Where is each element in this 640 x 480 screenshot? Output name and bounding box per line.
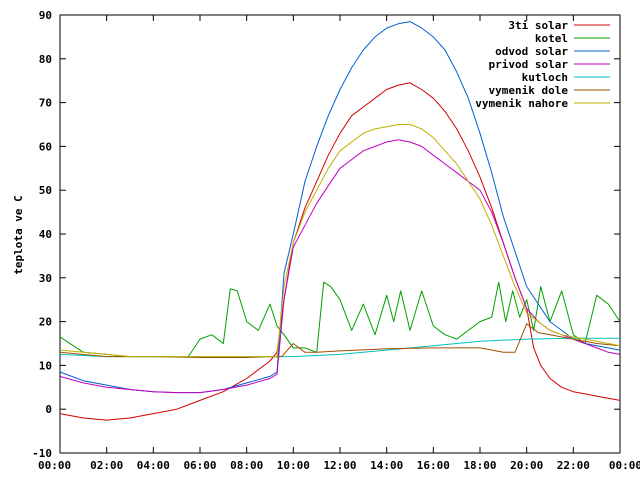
y-tick-label: 60 bbox=[39, 140, 52, 153]
legend-label: vymenik dole bbox=[489, 84, 569, 97]
x-axis: 00:00 02:00 04:00 06:00 08:00 10:00 12:00 14:00… bbox=[38, 15, 640, 472]
legend-label: kutloch bbox=[522, 71, 568, 84]
y-tick-label: 50 bbox=[39, 184, 52, 197]
y-tick-label: 70 bbox=[39, 97, 52, 110]
x-tick-label: 04:00 bbox=[137, 459, 170, 472]
x-tick-label: 10:00 bbox=[277, 459, 310, 472]
y-tick-label: 20 bbox=[39, 316, 52, 329]
y-tick-label: 10 bbox=[39, 359, 52, 372]
y-tick-label: 30 bbox=[39, 272, 52, 285]
y-tick-label: 0 bbox=[45, 403, 52, 416]
legend-label: vymenik nahore bbox=[475, 97, 568, 110]
x-tick-label: 12:00 bbox=[323, 459, 356, 472]
x-tick-label: 00:00 bbox=[609, 459, 640, 472]
legend-label: privod solar bbox=[489, 58, 569, 71]
series-line-vymenik-nahore bbox=[59, 124, 621, 358]
x-tick-label: 00:00 bbox=[38, 459, 71, 472]
y-tick-label: 40 bbox=[39, 228, 52, 241]
y-tick-label: 80 bbox=[39, 53, 52, 66]
x-tick-label: 22:00 bbox=[557, 459, 590, 472]
x-tick-label: 02:00 bbox=[90, 459, 123, 472]
legend-label: odvod solar bbox=[495, 45, 568, 58]
x-tick-label: 08:00 bbox=[230, 459, 263, 472]
series-line-vymenik-dole bbox=[59, 323, 621, 358]
legend-label: 3ti solar bbox=[508, 19, 568, 32]
x-tick-label: 16:00 bbox=[417, 459, 450, 472]
series-line-3ti-solar bbox=[59, 82, 621, 421]
y-axis: -10 0 10 20 30 40 50 60 70 80 90 bbox=[32, 9, 620, 460]
series-layer bbox=[59, 21, 621, 421]
y-tick-label: -10 bbox=[32, 447, 52, 460]
legend-label: kotel bbox=[535, 32, 568, 45]
x-tick-label: 14:00 bbox=[370, 459, 403, 472]
y-tick-label: 90 bbox=[39, 9, 52, 22]
x-tick-label: 18:00 bbox=[463, 459, 496, 472]
y-axis-title: teplota ve C bbox=[12, 195, 25, 274]
series-line-kotel bbox=[59, 281, 621, 358]
x-tick-label: 06:00 bbox=[183, 459, 216, 472]
x-tick-label: 20:00 bbox=[510, 459, 543, 472]
